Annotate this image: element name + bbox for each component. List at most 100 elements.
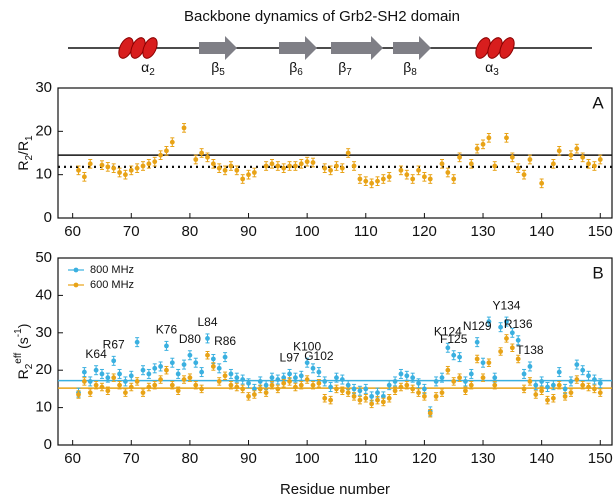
- data-point: [550, 395, 556, 401]
- data-point: [457, 154, 462, 160]
- data-point: [468, 371, 474, 377]
- data-point: [164, 148, 169, 154]
- y-axis-label-part: (s: [15, 337, 31, 353]
- data-point: [322, 165, 328, 171]
- data-point: [81, 369, 87, 375]
- y-axis-label-part: -1: [13, 328, 24, 337]
- data-point: [568, 152, 574, 158]
- data-point: [404, 172, 410, 178]
- data-point: [451, 379, 457, 384]
- data-point: [351, 386, 357, 392]
- data-point: [117, 170, 122, 175]
- data-point: [592, 377, 597, 382]
- data-point: [251, 386, 257, 392]
- structure-label-main: β: [338, 59, 346, 75]
- helix-turn: [142, 37, 158, 59]
- data-point: [351, 163, 357, 169]
- data-point: [304, 377, 310, 382]
- structure-label: β6: [289, 59, 303, 78]
- structure-label: β7: [338, 59, 352, 78]
- data-point: [422, 386, 427, 392]
- data-point: [480, 375, 486, 381]
- structure-label-sub: 6: [297, 67, 303, 78]
- strand-arrow: [393, 36, 431, 60]
- data-point: [216, 165, 222, 171]
- y-axis-label-part: R: [15, 369, 31, 379]
- data-point: [216, 379, 222, 384]
- data-point: [592, 163, 597, 169]
- x-tick-label: 100: [295, 223, 320, 240]
- data-point: [199, 386, 205, 392]
- annotation: K76: [156, 323, 178, 337]
- annotation: N129: [463, 319, 492, 333]
- data-point: [205, 154, 210, 160]
- data-point: [251, 170, 257, 175]
- data-point: [416, 390, 421, 396]
- y-axis-label-part: ): [15, 324, 31, 329]
- data-point: [169, 382, 175, 388]
- annotation: L84: [197, 315, 217, 329]
- data-point: [539, 388, 545, 394]
- data-point: [386, 382, 392, 388]
- y-axis-label-part: R: [15, 161, 31, 171]
- data-point: [580, 382, 586, 388]
- data-point: [87, 161, 93, 167]
- data-point: [410, 386, 416, 392]
- data-point: [316, 369, 322, 375]
- data-point: [99, 384, 105, 390]
- data-point: [175, 388, 181, 394]
- data-point: [287, 163, 292, 169]
- data-point: [251, 392, 257, 397]
- structure-label-main: α: [485, 59, 493, 75]
- data-point: [76, 392, 81, 397]
- data-point: [181, 362, 187, 367]
- data-point: [87, 379, 93, 384]
- data-point: [193, 157, 199, 162]
- data-point: [533, 382, 539, 388]
- data-point: [509, 345, 515, 351]
- data-point: [357, 176, 363, 182]
- data-point: [222, 373, 228, 379]
- data-point: [345, 150, 351, 156]
- data-point: [334, 163, 339, 169]
- data-point: [445, 345, 451, 351]
- data-point: [205, 352, 210, 358]
- data-point: [222, 167, 228, 173]
- data-point: [228, 163, 234, 169]
- data-point: [439, 390, 445, 396]
- data-point: [468, 161, 474, 167]
- data-point: [586, 384, 591, 390]
- data-point: [134, 379, 140, 384]
- data-point: [158, 377, 163, 382]
- data-point: [398, 371, 404, 377]
- data-point: [175, 371, 181, 377]
- data-point: [404, 382, 410, 388]
- data-point: [93, 382, 99, 388]
- data-point: [146, 371, 152, 377]
- annotation: K124: [434, 324, 462, 338]
- x-tick-label: 140: [529, 223, 554, 240]
- helix-turn: [499, 37, 515, 59]
- data-point: [339, 377, 345, 382]
- data-point: [345, 390, 351, 396]
- data-point: [328, 397, 334, 403]
- data-point: [451, 176, 457, 182]
- data-point: [556, 148, 562, 154]
- data-point: [228, 371, 234, 377]
- annotation: D80: [179, 332, 201, 346]
- annotation: R67: [103, 338, 125, 352]
- data-point: [463, 379, 468, 384]
- data-point: [357, 397, 363, 403]
- x-tick-label: 60: [64, 450, 81, 467]
- data-point: [422, 393, 427, 399]
- x-tick-label: 150: [588, 450, 613, 467]
- data-point: [486, 360, 492, 366]
- data-point: [199, 369, 205, 375]
- data-point: [117, 371, 122, 377]
- x-tick-label: 60: [64, 223, 81, 240]
- x-tick-label: 150: [588, 223, 613, 240]
- x-tick-label: 130: [471, 223, 496, 240]
- data-point: [246, 172, 251, 178]
- structure-label-sub: 3: [493, 67, 499, 78]
